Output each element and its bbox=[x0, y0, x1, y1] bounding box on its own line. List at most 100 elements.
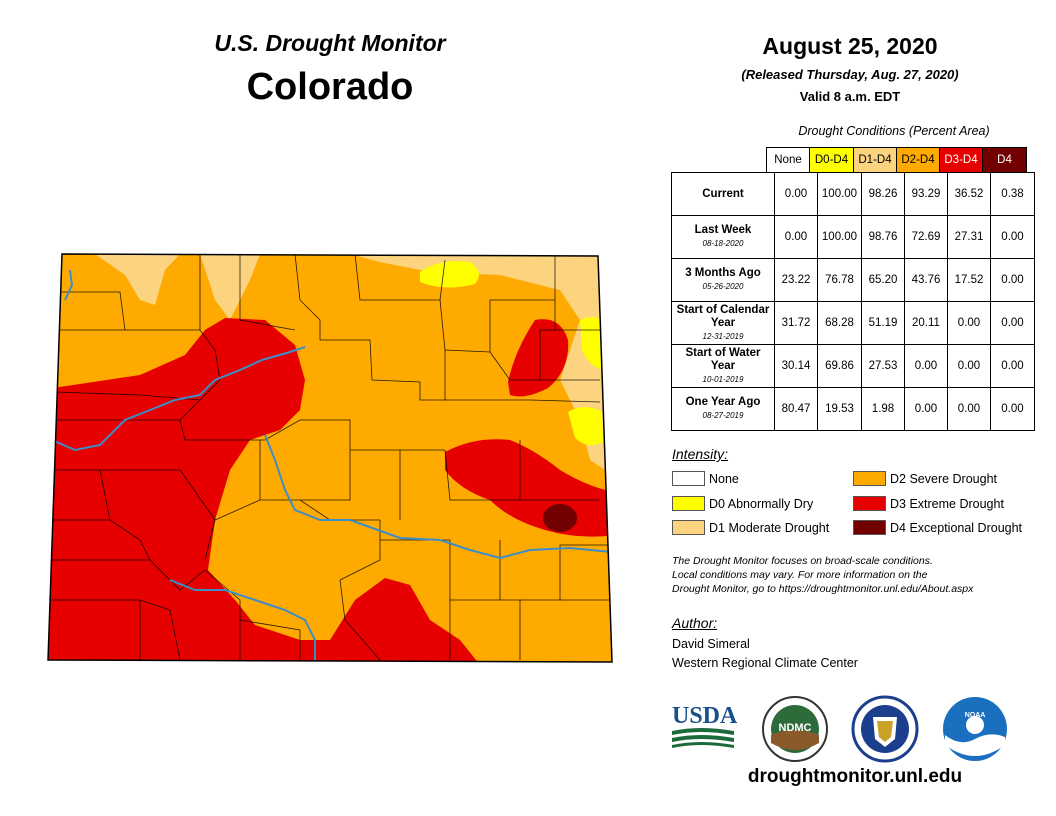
cell-value: 100.00 bbox=[817, 215, 862, 259]
conditions-row: Start of Calendar Year 12-31-2019 31.72 68.… bbox=[671, 301, 1035, 345]
cell-value: 30.14 bbox=[774, 344, 818, 388]
cell-value: 68.28 bbox=[817, 301, 862, 345]
row-label: Last Week 08-18-2020 bbox=[671, 215, 775, 259]
cell-value: 0.00 bbox=[904, 387, 948, 431]
county-boundaries bbox=[50, 254, 612, 661]
legend-label: None bbox=[709, 471, 739, 486]
d3-region-west bbox=[48, 318, 480, 662]
col-header-d1-d4: D1-D4 bbox=[854, 148, 897, 172]
legend-swatch bbox=[853, 520, 886, 535]
row-label: Start of Calendar Year 12-31-2019 bbox=[671, 301, 775, 345]
state-boundary bbox=[47, 253, 613, 663]
cell-value: 98.26 bbox=[861, 172, 905, 216]
cell-value: 0.00 bbox=[774, 215, 818, 259]
legend-label: D3 Extreme Drought bbox=[890, 496, 1004, 511]
row-label: 3 Months Ago 05-26-2020 bbox=[671, 258, 775, 302]
legend-swatch bbox=[853, 496, 886, 511]
cell-value: 27.31 bbox=[947, 215, 991, 259]
row-label-text: One Year Ago bbox=[685, 396, 761, 408]
legend-item-d0: D0 Abnormally Dry bbox=[672, 496, 813, 511]
conditions-row: 3 Months Ago 05-26-2020 23.22 76.78 65.20 43.… bbox=[671, 258, 1035, 302]
legend-item-d1: D1 Moderate Drought bbox=[672, 520, 829, 535]
row-date: 08-27-2019 bbox=[702, 411, 744, 420]
note-line: Local conditions may vary. For more info… bbox=[672, 569, 928, 581]
conditions-header: None D0-D4 D1-D4 D2-D4 D3-D4 D4 bbox=[766, 147, 1027, 173]
author-name: David Simeral bbox=[672, 637, 750, 651]
row-date: 05-26-2020 bbox=[702, 282, 744, 291]
cell-value: 65.20 bbox=[861, 258, 905, 302]
cell-value: 76.78 bbox=[817, 258, 862, 302]
cell-value: 17.52 bbox=[947, 258, 991, 302]
col-header-d3-d4: D3-D4 bbox=[940, 148, 983, 172]
author-title: Author: bbox=[672, 615, 718, 631]
legend-label: D0 Abnormally Dry bbox=[709, 496, 814, 511]
d1-region-northeast bbox=[350, 254, 605, 470]
legend-item-none: None bbox=[672, 471, 739, 486]
cell-value: 72.69 bbox=[904, 215, 948, 259]
row-label-text: Start of Water Year bbox=[685, 346, 761, 372]
row-label-text: Start of Calendar Year bbox=[676, 303, 770, 329]
d0-region-east-2 bbox=[568, 407, 603, 446]
cell-value: 23.22 bbox=[774, 258, 818, 302]
legend-swatch bbox=[672, 471, 705, 486]
legend-swatch bbox=[853, 471, 886, 486]
legend-item-d4: D4 Exceptional Drought bbox=[853, 520, 1022, 535]
cell-value: 0.00 bbox=[774, 172, 818, 216]
col-header-none: None bbox=[767, 148, 810, 172]
legend-item-d3: D3 Extreme Drought bbox=[853, 496, 1004, 511]
map-subtitle: U.S. Drought Monitor bbox=[214, 30, 446, 56]
map-date: August 25, 2020 bbox=[762, 33, 938, 59]
release-date: (Released Thursday, Aug. 27, 2020) bbox=[741, 67, 959, 82]
ndmc-logo: NDMC bbox=[762, 696, 828, 762]
valid-time: Valid 8 a.m. EDT bbox=[799, 89, 901, 104]
noaa-logo-text: NOAA bbox=[965, 712, 986, 719]
conditions-row: Start of Water Year 10-01-2019 30.14 69.86 2… bbox=[671, 344, 1035, 388]
legend-label: D2 Severe Drought bbox=[890, 471, 998, 486]
legend-title: Intensity: bbox=[672, 446, 729, 462]
usda-logo: USDA bbox=[672, 703, 738, 748]
conditions-table: Current 0.00 100.00 98.26 93.29 36.52 0.38 Last… bbox=[671, 172, 1035, 431]
state-title: Colorado bbox=[246, 66, 414, 108]
cell-value: 100.00 bbox=[817, 172, 862, 216]
cell-value: 19.53 bbox=[817, 387, 862, 431]
d0-region-north bbox=[420, 261, 479, 288]
note-line: The Drought Monitor focuses on broad-sca… bbox=[672, 555, 933, 567]
cell-value: 0.00 bbox=[947, 387, 991, 431]
cell-value: 27.53 bbox=[861, 344, 905, 388]
cell-value: 36.52 bbox=[947, 172, 991, 216]
svg-text:USDA: USDA bbox=[672, 703, 738, 729]
cell-value: 69.86 bbox=[817, 344, 862, 388]
rivers bbox=[51, 269, 612, 662]
note-line: Drought Monitor, go to https://droughtmo… bbox=[672, 583, 974, 595]
row-label-text: Last Week bbox=[694, 224, 752, 236]
disclaimer-note: The Drought Monitor focuses on broad-sca… bbox=[672, 554, 1042, 596]
conditions-title: Drought Conditions (Percent Area) bbox=[798, 124, 990, 138]
row-label: One Year Ago 08-27-2019 bbox=[671, 387, 775, 431]
doc-seal-logo bbox=[851, 695, 919, 763]
d1-region-northwest bbox=[60, 254, 180, 305]
col-header-d4: D4 bbox=[983, 148, 1027, 172]
cell-value: 0.00 bbox=[990, 344, 1035, 388]
row-date: 08-18-2020 bbox=[702, 239, 744, 248]
d3-region-northeast bbox=[508, 319, 569, 397]
row-date: 12-31-2019 bbox=[702, 331, 744, 341]
conditions-row: One Year Ago 08-27-2019 80.47 19.53 1.98 0.00… bbox=[671, 387, 1035, 431]
row-label: Current bbox=[671, 172, 775, 216]
cell-value: 20.11 bbox=[904, 301, 948, 345]
cell-value: 1.98 bbox=[861, 387, 905, 431]
author-org: Western Regional Climate Center bbox=[672, 656, 858, 670]
cell-value: 0.00 bbox=[990, 215, 1035, 259]
noaa-logo: NOAA bbox=[943, 697, 1007, 761]
row-label: Start of Water Year 10-01-2019 bbox=[671, 344, 775, 388]
legend-item-d2: D2 Severe Drought bbox=[853, 471, 997, 486]
col-header-d0-d4: D0-D4 bbox=[810, 148, 854, 172]
cell-value: 0.00 bbox=[904, 344, 948, 388]
row-label-text: 3 Months Ago bbox=[685, 267, 761, 279]
cell-value: 93.29 bbox=[904, 172, 948, 216]
colorado-drought-map bbox=[47, 253, 613, 663]
cell-value: 0.00 bbox=[990, 301, 1035, 345]
row-date: 10-01-2019 bbox=[702, 374, 744, 384]
cell-value: 43.76 bbox=[904, 258, 948, 302]
cell-value: 0.00 bbox=[990, 387, 1035, 431]
cell-value: 31.72 bbox=[774, 301, 818, 345]
